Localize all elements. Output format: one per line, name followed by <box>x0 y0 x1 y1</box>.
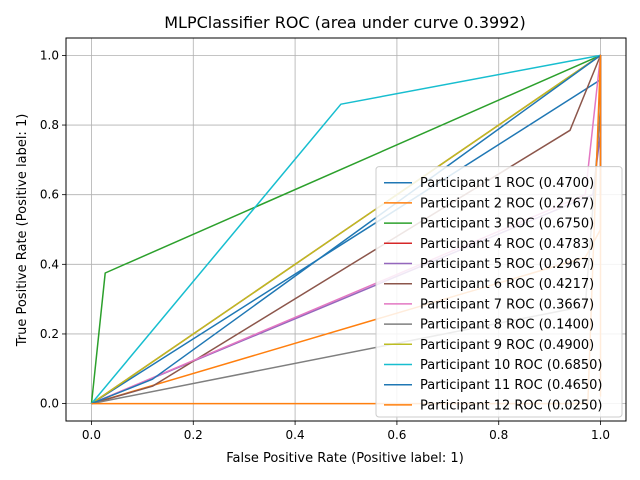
legend-entry: Participant 11 ROC (0.4650) <box>420 378 603 393</box>
y-tick-label: 0.8 <box>40 118 59 132</box>
plot-frame <box>65 37 627 422</box>
legend-entry: Participant 4 ROC (0.4783) <box>420 237 594 252</box>
y-tick-label: 1.0 <box>40 48 59 62</box>
legend-entry: Participant 8 ROC (0.1400) <box>420 318 594 333</box>
y-tick-label: 0.4 <box>40 257 59 271</box>
x-axis-ticks: 0.0 0.2 0.4 0.6 0.8 1.0 <box>82 421 610 442</box>
x-tick-label: 0.4 <box>286 428 305 442</box>
y-axis-label: True Positive Rate (Positive label: 1) <box>15 114 30 348</box>
x-tick-label: 0.0 <box>82 428 101 442</box>
series-line-participant-3 <box>90 54 601 404</box>
legend-entry: Participant 10 ROC (0.6850) <box>420 358 603 373</box>
legend-entry: Participant 7 ROC (0.3667) <box>420 297 594 312</box>
x-axis-label: False Positive Rate (Positive label: 1) <box>226 451 464 466</box>
legend: Participant 1 ROC (0.4700) Participant 2 … <box>375 166 623 418</box>
chart-title: MLPClassifier ROC (area under curve 0.39… <box>164 13 526 32</box>
legend-entry: Participant 9 ROC (0.4900) <box>420 338 594 353</box>
series-line-participant-9 <box>91 54 601 405</box>
legend-entry: Participant 6 ROC (0.4217) <box>420 277 594 292</box>
series-line-participant-10 <box>90 54 601 405</box>
y-tick-label: 0.6 <box>40 188 59 202</box>
y-tick-label: 0.0 <box>40 397 59 411</box>
legend-entry: Participant 1 ROC (0.4700) <box>420 176 594 191</box>
x-tick-label: 0.2 <box>184 428 203 442</box>
x-tick-label: 1.0 <box>591 428 610 442</box>
x-tick-label: 0.8 <box>489 428 508 442</box>
legend-entry: Participant 12 ROC (0.0250) <box>420 398 603 413</box>
y-axis-ticks: 0.0 0.2 0.4 0.6 0.8 1.0 <box>40 48 66 411</box>
y-tick-label: 0.2 <box>40 327 59 341</box>
legend-entry: Participant 5 ROC (0.2967) <box>420 257 594 272</box>
x-tick-label: 0.6 <box>387 428 406 442</box>
legend-box <box>375 166 623 418</box>
legend-entry: Participant 2 ROC (0.2767) <box>420 196 594 211</box>
legend-entry: Participant 3 ROC (0.6750) <box>420 217 594 232</box>
